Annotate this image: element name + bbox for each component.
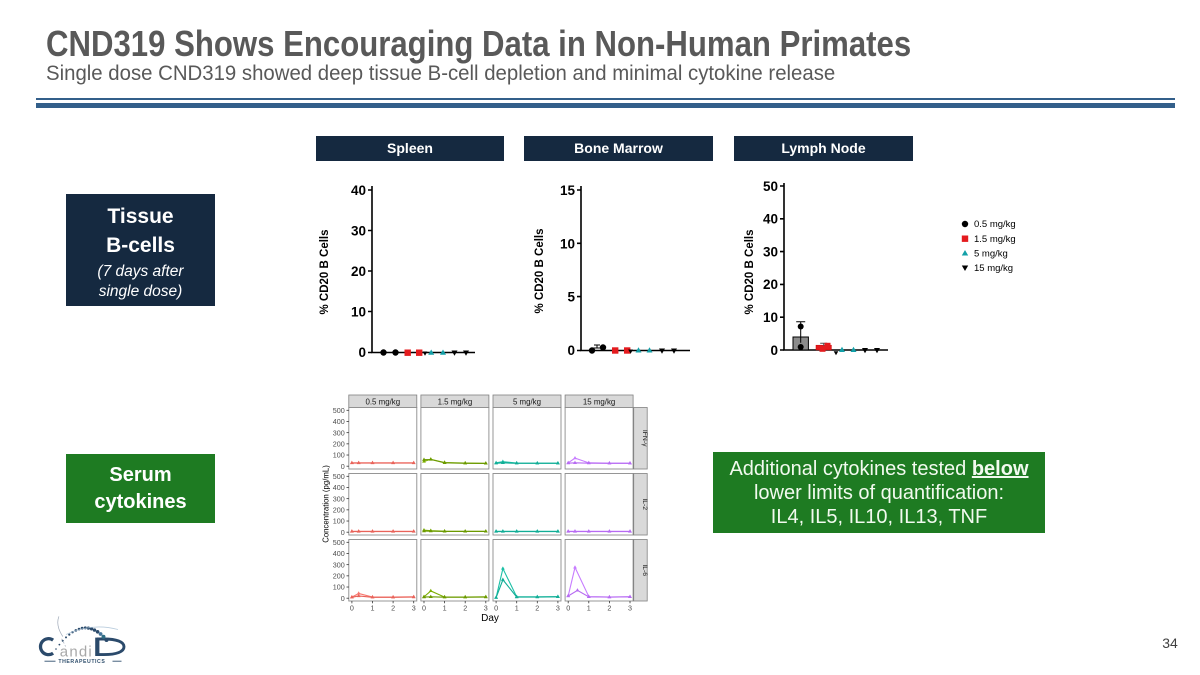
- svg-text:300: 300: [333, 560, 345, 569]
- svg-text:500: 500: [333, 406, 345, 415]
- svg-text:2: 2: [535, 604, 539, 613]
- svg-text:0: 0: [350, 604, 354, 613]
- svg-text:15 mg/kg: 15 mg/kg: [583, 397, 615, 406]
- svg-text:10: 10: [560, 236, 575, 251]
- svg-text:3: 3: [556, 604, 560, 613]
- svg-text:IL-2: IL-2: [641, 498, 648, 510]
- svg-text:THERAPEUTICS: THERAPEUTICS: [58, 659, 105, 665]
- svg-text:3: 3: [412, 604, 416, 613]
- svg-text:0: 0: [358, 345, 366, 360]
- svg-text:0: 0: [567, 343, 575, 358]
- svg-text:IL-6: IL-6: [641, 564, 648, 576]
- svg-text:3: 3: [484, 604, 488, 613]
- svg-text:300: 300: [333, 494, 345, 503]
- svg-text:0.5 mg/kg: 0.5 mg/kg: [974, 219, 1016, 230]
- svg-text:% CD20 B Cells: % CD20 B Cells: [534, 228, 546, 313]
- svg-text:andi: andi: [60, 643, 93, 660]
- svg-text:3: 3: [628, 604, 632, 613]
- svg-text:Concentration (pg/mL): Concentration (pg/mL): [322, 465, 331, 543]
- svg-text:2: 2: [391, 604, 395, 613]
- svg-text:Day: Day: [481, 613, 499, 624]
- svg-text:1: 1: [587, 604, 591, 613]
- svg-text:400: 400: [333, 417, 345, 426]
- svg-text:5 mg/kg: 5 mg/kg: [974, 249, 1008, 260]
- svg-text:2: 2: [463, 604, 467, 613]
- svg-text:20: 20: [351, 264, 366, 279]
- svg-text:500: 500: [333, 538, 345, 547]
- svg-text:15 mg/kg: 15 mg/kg: [974, 263, 1013, 274]
- svg-text:% CD20 B Cells: % CD20 B Cells: [319, 229, 331, 314]
- svg-text:100: 100: [333, 517, 345, 526]
- svg-text:0: 0: [566, 604, 570, 613]
- svg-text:0: 0: [341, 594, 345, 603]
- svg-text:0: 0: [494, 604, 498, 613]
- svg-text:0.5 mg/kg: 0.5 mg/kg: [365, 397, 400, 406]
- svg-text:400: 400: [333, 483, 345, 492]
- svg-text:5 mg/kg: 5 mg/kg: [513, 397, 541, 406]
- svg-text:200: 200: [333, 571, 345, 580]
- svg-text:100: 100: [333, 451, 345, 460]
- svg-text:1: 1: [443, 604, 447, 613]
- svg-text:500: 500: [333, 472, 345, 481]
- svg-text:0: 0: [770, 343, 778, 358]
- svg-text:2: 2: [607, 604, 611, 613]
- svg-text:5: 5: [567, 290, 575, 305]
- svg-text:0: 0: [422, 604, 426, 613]
- svg-text:100: 100: [333, 583, 345, 592]
- svg-text:40: 40: [351, 183, 366, 198]
- svg-text:1.5 mg/kg: 1.5 mg/kg: [974, 234, 1016, 245]
- svg-text:0: 0: [341, 528, 345, 537]
- svg-text:200: 200: [333, 439, 345, 448]
- svg-text:10: 10: [351, 305, 366, 320]
- svg-text:200: 200: [333, 505, 345, 514]
- svg-text:1: 1: [515, 604, 519, 613]
- svg-text:30: 30: [763, 244, 778, 259]
- svg-text:300: 300: [333, 428, 345, 437]
- svg-text:1.5 mg/kg: 1.5 mg/kg: [438, 397, 473, 406]
- svg-text:400: 400: [333, 549, 345, 558]
- svg-text:40: 40: [763, 212, 778, 227]
- svg-text:50: 50: [763, 180, 778, 194]
- svg-text:1: 1: [371, 604, 375, 613]
- svg-text:0: 0: [341, 462, 345, 471]
- svg-text:10: 10: [763, 310, 778, 325]
- svg-text:IFN-γ: IFN-γ: [641, 430, 648, 447]
- svg-text:20: 20: [763, 277, 778, 292]
- svg-text:% CD20 B Cells: % CD20 B Cells: [744, 229, 756, 314]
- svg-text:15: 15: [560, 183, 576, 198]
- svg-text:30: 30: [351, 224, 366, 239]
